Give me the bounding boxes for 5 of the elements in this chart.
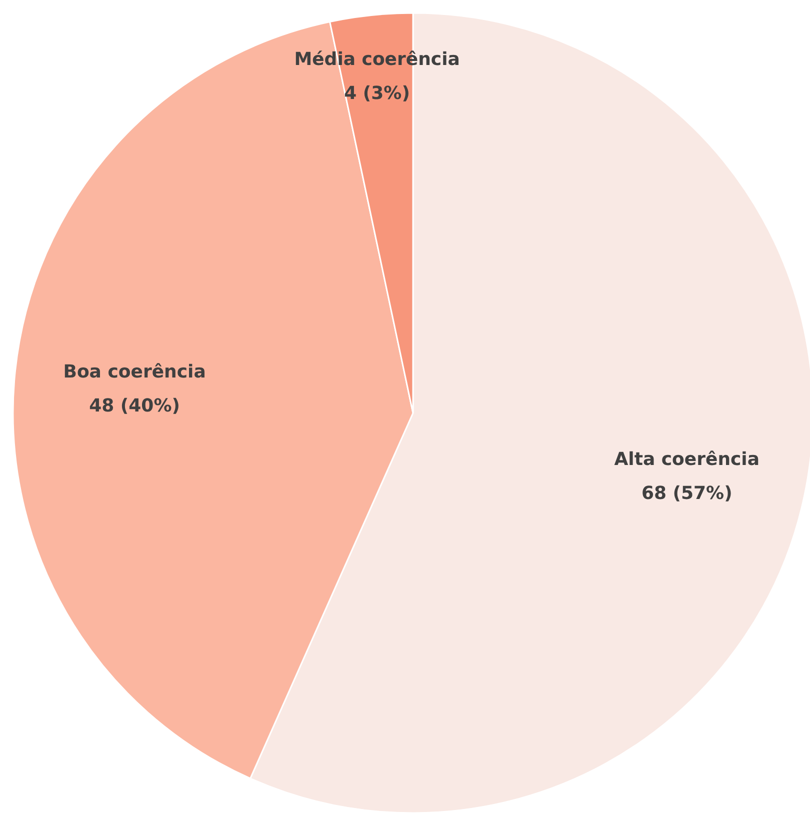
slice-label: Boa coerência — [63, 362, 206, 383]
data-label: 48 (40%) — [89, 396, 180, 417]
slice-label: Alta coerência — [614, 449, 760, 470]
data-label: 4 (3%) — [344, 82, 410, 104]
data-label: 68 (57%) — [641, 483, 732, 504]
